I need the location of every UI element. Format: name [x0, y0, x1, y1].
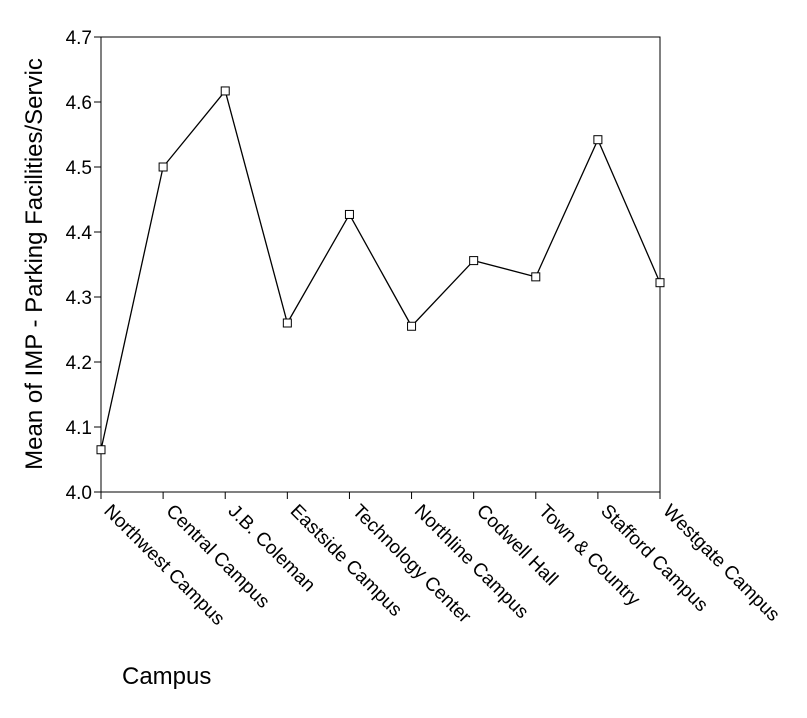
- data-point-marker: [220, 86, 230, 96]
- y-tick-label: 4.0: [66, 483, 92, 504]
- x-category-label: Stafford Campus: [596, 501, 711, 616]
- data-point-marker: [407, 321, 417, 331]
- data-point-marker: [593, 135, 603, 145]
- x-category-label: Northwest Campus: [99, 501, 228, 630]
- y-axis-ticks: 4.0 4.1 4.2 4.3 4.4 4.5 4.6 4.7: [66, 28, 101, 504]
- data-point-marker: [282, 318, 292, 328]
- data-point-marker: [96, 445, 106, 455]
- y-tick-label: 4.6: [66, 93, 92, 114]
- x-category-label: Westgate Campus: [658, 501, 783, 626]
- data-point-marker: [531, 272, 541, 282]
- x-category-label: Technology Center: [348, 501, 475, 628]
- series-line: [100, 89, 661, 450]
- y-tick-label: 4.3: [66, 288, 92, 309]
- data-point-marker: [655, 278, 665, 288]
- data-point-marker: [158, 162, 168, 172]
- plot-frame: [100, 36, 661, 493]
- data-point-marker: [344, 209, 354, 219]
- y-tick-label: 4.4: [66, 223, 93, 244]
- data-point-marker: [469, 256, 479, 266]
- y-axis-title: Mean of IMP - Parking Facilities/Servic: [21, 58, 48, 470]
- series-markers: [96, 86, 665, 455]
- x-category-label: Eastside Campus: [286, 501, 406, 621]
- y-tick-label: 4.1: [66, 418, 92, 439]
- y-tick-label: 4.5: [66, 158, 92, 179]
- y-tick-label: 4.2: [66, 353, 92, 374]
- x-axis-title: Campus: [122, 663, 211, 690]
- y-tick-label: 4.7: [66, 28, 92, 49]
- x-category-label: Northline Campus: [410, 501, 532, 623]
